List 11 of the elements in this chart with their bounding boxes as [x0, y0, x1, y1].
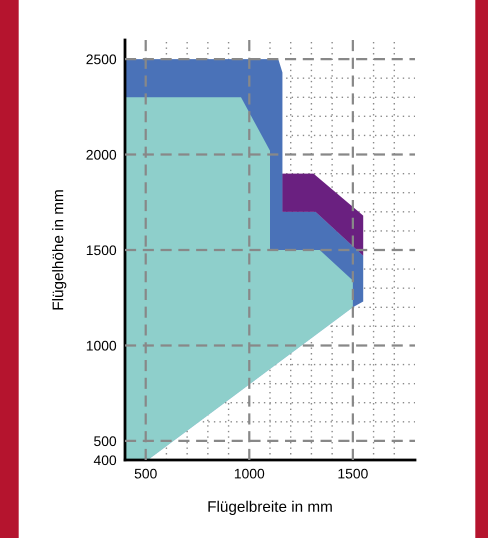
y-tick-label: 500	[94, 436, 116, 446]
y-tick-label: 2000	[86, 150, 116, 160]
y-tick-label: 1000	[86, 340, 116, 351]
y-tick-label: 2500	[86, 54, 116, 64]
x-tick-label: 1000	[234, 468, 264, 479]
y-axis-title: Flügelhöhe in mm	[52, 190, 66, 310]
x-tick-label: 1500	[338, 468, 368, 479]
y-tick-label: 400	[94, 455, 116, 466]
x-axis-title: Flügelbreite in mm	[208, 500, 332, 515]
x-tick-label: 500	[134, 468, 157, 479]
y-tick-label: 1500	[86, 245, 116, 256]
